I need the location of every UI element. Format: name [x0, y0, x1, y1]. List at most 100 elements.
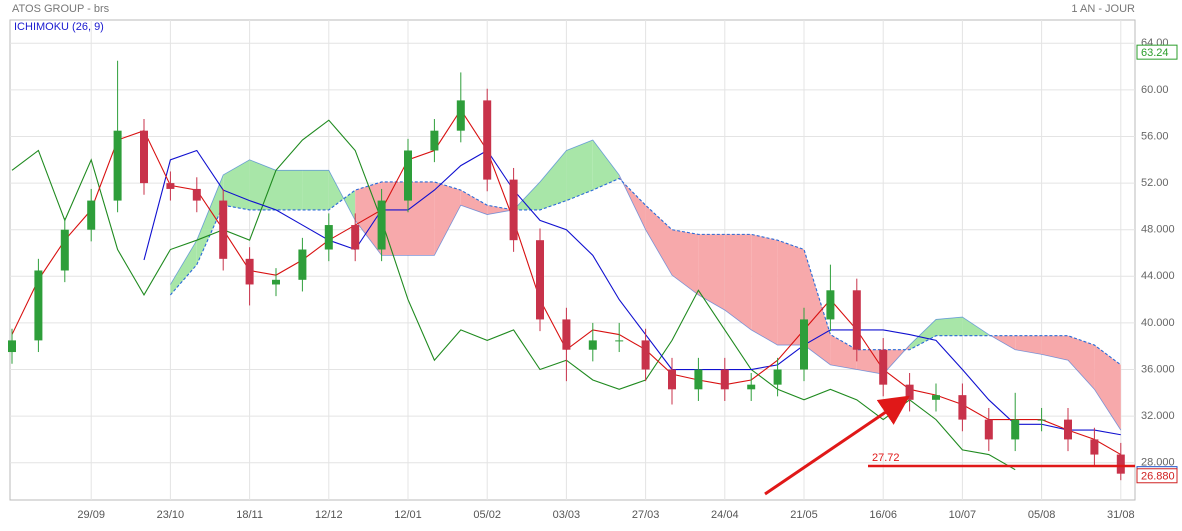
candle-body	[430, 130, 439, 151]
candle-body	[351, 225, 360, 250]
cloud-segment	[909, 319, 936, 350]
cloud-segment	[408, 181, 435, 256]
candle-body	[958, 395, 967, 420]
cloud-segment	[777, 240, 804, 346]
cloud-segment	[698, 234, 725, 311]
candle-body	[984, 419, 993, 440]
cloud-segment	[1094, 345, 1121, 431]
cloud-segment	[249, 159, 276, 210]
cloud-segment	[751, 234, 778, 346]
x-tick-label: 21/05	[790, 509, 818, 521]
x-tick-label: 12/01	[394, 509, 422, 521]
candle-body	[483, 100, 492, 180]
x-tick-label: 18/11	[236, 509, 263, 521]
candle-body	[377, 200, 386, 250]
cloud-segment	[302, 170, 329, 210]
candle-body	[245, 258, 254, 285]
span-a-line	[170, 139, 1122, 431]
candle-body	[166, 183, 175, 189]
indicator-label: ICHIMOKU (26, 9)	[14, 21, 104, 33]
cloud-segment	[856, 349, 884, 375]
period-label: 1 AN - JOUR	[1071, 3, 1135, 15]
candle-body	[60, 229, 69, 271]
candle-body	[456, 100, 465, 131]
x-tick-label: 05/08	[1028, 509, 1056, 521]
candle-body	[298, 249, 307, 280]
candle-body	[615, 340, 624, 342]
candle-body	[879, 349, 888, 385]
cloud-segment	[830, 334, 857, 370]
x-tick-label: 29/09	[77, 509, 105, 521]
candle-body	[192, 188, 201, 201]
x-tick-label: 31/08	[1107, 509, 1135, 521]
candle-body	[113, 130, 122, 201]
cloud-segment	[645, 205, 672, 276]
cloud-segment	[487, 205, 514, 215]
y-tick-label: 48.000	[1141, 224, 1175, 236]
cloud-segment	[1068, 335, 1095, 390]
candle-body	[536, 240, 544, 320]
cloud-segment	[672, 229, 699, 295]
candle-body	[773, 369, 782, 385]
candle-body	[34, 270, 43, 341]
candle-body	[800, 319, 808, 370]
candle-body	[747, 384, 756, 390]
span-b-line	[169, 177, 1122, 366]
candle-body	[219, 200, 228, 259]
candle-body	[905, 384, 914, 400]
cloud-segment	[936, 317, 963, 336]
candle-body	[509, 179, 518, 241]
candle-body	[932, 395, 940, 400]
price-badge-label: 26.880	[1141, 471, 1175, 483]
y-tick-label: 32.000	[1141, 410, 1175, 422]
y-tick-label: 56.00	[1141, 130, 1169, 142]
candle-body	[87, 200, 96, 230]
candle-body	[404, 150, 412, 201]
kijun-line	[143, 149, 1121, 436]
candle-body	[668, 369, 676, 390]
candle-body	[140, 130, 148, 184]
price-badge	[1136, 468, 1178, 484]
candle-body	[588, 340, 597, 350]
cloud-segment	[355, 181, 382, 256]
cloud-segment	[540, 150, 567, 210]
cloud-segment	[804, 249, 831, 365]
y-tick-label: 44.000	[1141, 270, 1175, 282]
x-tick-label: 16/06	[869, 509, 897, 521]
candle-body	[1037, 419, 1046, 421]
cloud-segment	[566, 140, 593, 201]
cloud-segment	[460, 190, 488, 215]
price-badge	[1136, 44, 1178, 60]
chikou-line	[11, 119, 1016, 471]
price-badge-label: 63.24	[1141, 47, 1169, 59]
x-tick-label: 27/03	[632, 509, 660, 521]
annotation-label: 27.72	[872, 452, 900, 464]
y-tick-label: 36.000	[1141, 363, 1175, 375]
candle-body	[1116, 454, 1125, 474]
candle-body	[1090, 439, 1099, 455]
chart-title: ATOS GROUP - brs	[12, 3, 110, 15]
cloud-segment	[1041, 335, 1068, 361]
cloud-segment	[592, 140, 620, 191]
x-tick-label: 23/10	[157, 509, 185, 521]
cloud-segment	[1015, 335, 1042, 355]
arrow	[764, 395, 910, 496]
x-tick-label: 10/07	[949, 509, 977, 521]
y-tick-label: 28.000	[1141, 457, 1175, 469]
cloud-segment	[196, 174, 224, 265]
candle-body	[8, 340, 16, 353]
x-tick-label: 24/04	[711, 509, 739, 521]
cloud-segment	[724, 234, 752, 330]
candle-body	[694, 369, 703, 390]
candle-body	[272, 279, 280, 285]
cloud-segment	[170, 240, 197, 295]
candle-body	[562, 319, 571, 350]
cloud-segment	[434, 181, 461, 256]
cloud-segment	[276, 170, 303, 210]
plot-area	[9, 19, 1136, 501]
candle-body	[720, 369, 729, 390]
y-tick-label: 60.00	[1141, 84, 1169, 96]
candle-body	[1011, 419, 1020, 440]
